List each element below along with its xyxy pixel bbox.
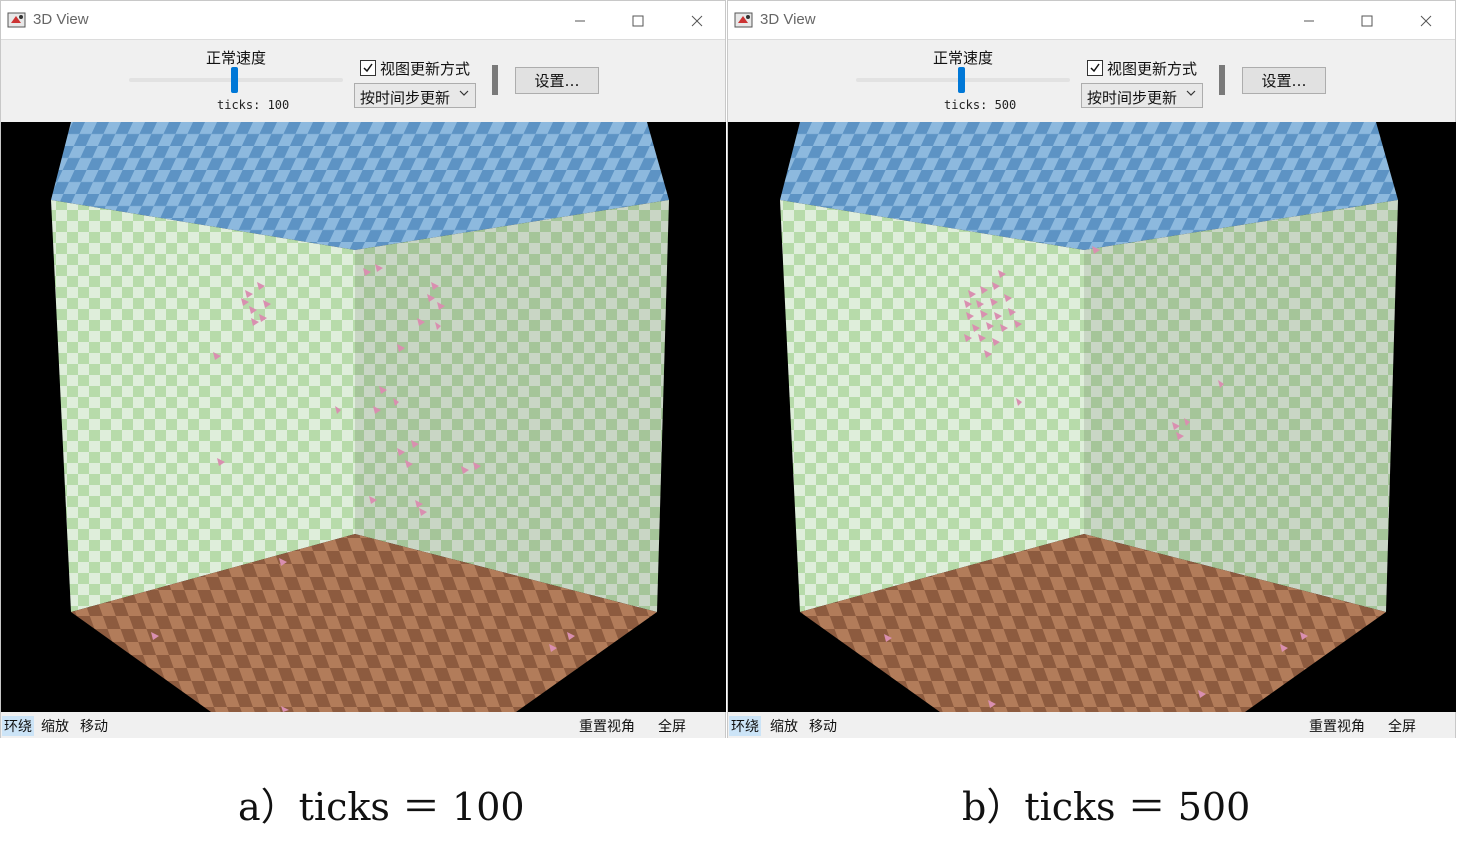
maximize-icon[interactable]: [620, 7, 656, 35]
agent-group: [884, 246, 1308, 708]
toolbar-separator: [1219, 65, 1225, 95]
window-title: 3D View: [760, 11, 816, 28]
status-bar: 环绕 缩放 移动 重置视角 全屏: [1, 712, 725, 738]
settings-button[interactable]: 设置…: [515, 67, 599, 94]
dropdown-value: 按时间步更新: [1087, 89, 1178, 107]
3d-viewport[interactable]: [728, 122, 1456, 712]
left-wall: [780, 200, 1084, 612]
move-mode[interactable]: 移动: [809, 719, 837, 735]
left-wall: [51, 200, 355, 612]
close-icon[interactable]: [679, 7, 715, 35]
caption-b: b）ticks ＝ 500: [962, 785, 1251, 829]
speed-slider-thumb[interactable]: [231, 67, 238, 93]
right-wall: [355, 200, 669, 612]
maximize-icon[interactable]: [1349, 7, 1385, 35]
ticks-readout: ticks: 500: [944, 98, 1017, 112]
window-b: 3D View 正常速度 ticks: 500 视图更新方式 按时间步更新 设置…: [727, 0, 1456, 738]
reset-view-button[interactable]: 重置视角: [1309, 719, 1365, 735]
status-bar: 环绕 缩放 移动 重置视角 全屏: [728, 712, 1455, 738]
move-mode[interactable]: 移动: [80, 719, 108, 735]
checkmark-icon: [1090, 63, 1100, 73]
fullscreen-button[interactable]: 全屏: [658, 719, 686, 735]
view-update-checkbox[interactable]: [360, 60, 376, 76]
checkmark-icon: [363, 63, 373, 73]
fullscreen-button[interactable]: 全屏: [1388, 719, 1416, 735]
orbit-mode[interactable]: 环绕: [2, 716, 34, 736]
minimize-icon[interactable]: [1291, 7, 1327, 35]
zoom-mode[interactable]: 缩放: [770, 719, 798, 735]
netlogo-3d-icon: [7, 11, 27, 29]
3d-viewport[interactable]: [1, 122, 726, 712]
view-update-label: 视图更新方式: [1107, 60, 1198, 78]
orbit-mode[interactable]: 环绕: [729, 716, 761, 736]
reset-view-button[interactable]: 重置视角: [579, 719, 635, 735]
zoom-mode[interactable]: 缩放: [41, 719, 69, 735]
speed-label: 正常速度: [933, 49, 994, 67]
toolbar-separator: [492, 65, 498, 95]
update-mode-dropdown[interactable]: 按时间步更新: [354, 83, 476, 108]
view-update-checkbox[interactable]: [1087, 60, 1103, 76]
chevron-down-icon: [459, 87, 469, 101]
caption-a: a）ticks ＝ 100: [238, 785, 525, 829]
chevron-down-icon: [1186, 87, 1196, 101]
minimize-icon[interactable]: [562, 7, 598, 35]
floor: [71, 534, 657, 712]
title-bar: 3D View: [728, 1, 1455, 40]
window-a: 3D View 正常速度 ticks: 100 视图更新方式 按时间步更新 设置…: [0, 0, 726, 738]
toolbar: 正常速度 ticks: 500 视图更新方式 按时间步更新 设置…: [728, 40, 1455, 122]
ceiling: [780, 122, 1398, 250]
speed-slider-thumb[interactable]: [958, 67, 965, 93]
floor: [800, 534, 1386, 712]
ticks-readout: ticks: 100: [217, 98, 290, 112]
right-wall: [1084, 200, 1398, 612]
settings-button[interactable]: 设置…: [1242, 67, 1326, 94]
speed-label: 正常速度: [206, 49, 267, 67]
title-bar: 3D View: [1, 1, 725, 40]
close-icon[interactable]: [1408, 7, 1444, 35]
agent-group: [151, 264, 575, 712]
toolbar: 正常速度 ticks: 100 视图更新方式 按时间步更新 设置…: [1, 40, 725, 122]
update-mode-dropdown[interactable]: 按时间步更新: [1081, 83, 1203, 108]
ceiling: [51, 122, 669, 250]
netlogo-3d-icon: [734, 11, 754, 29]
view-update-label: 视图更新方式: [380, 60, 471, 78]
window-title: 3D View: [33, 11, 89, 28]
dropdown-value: 按时间步更新: [360, 89, 451, 107]
